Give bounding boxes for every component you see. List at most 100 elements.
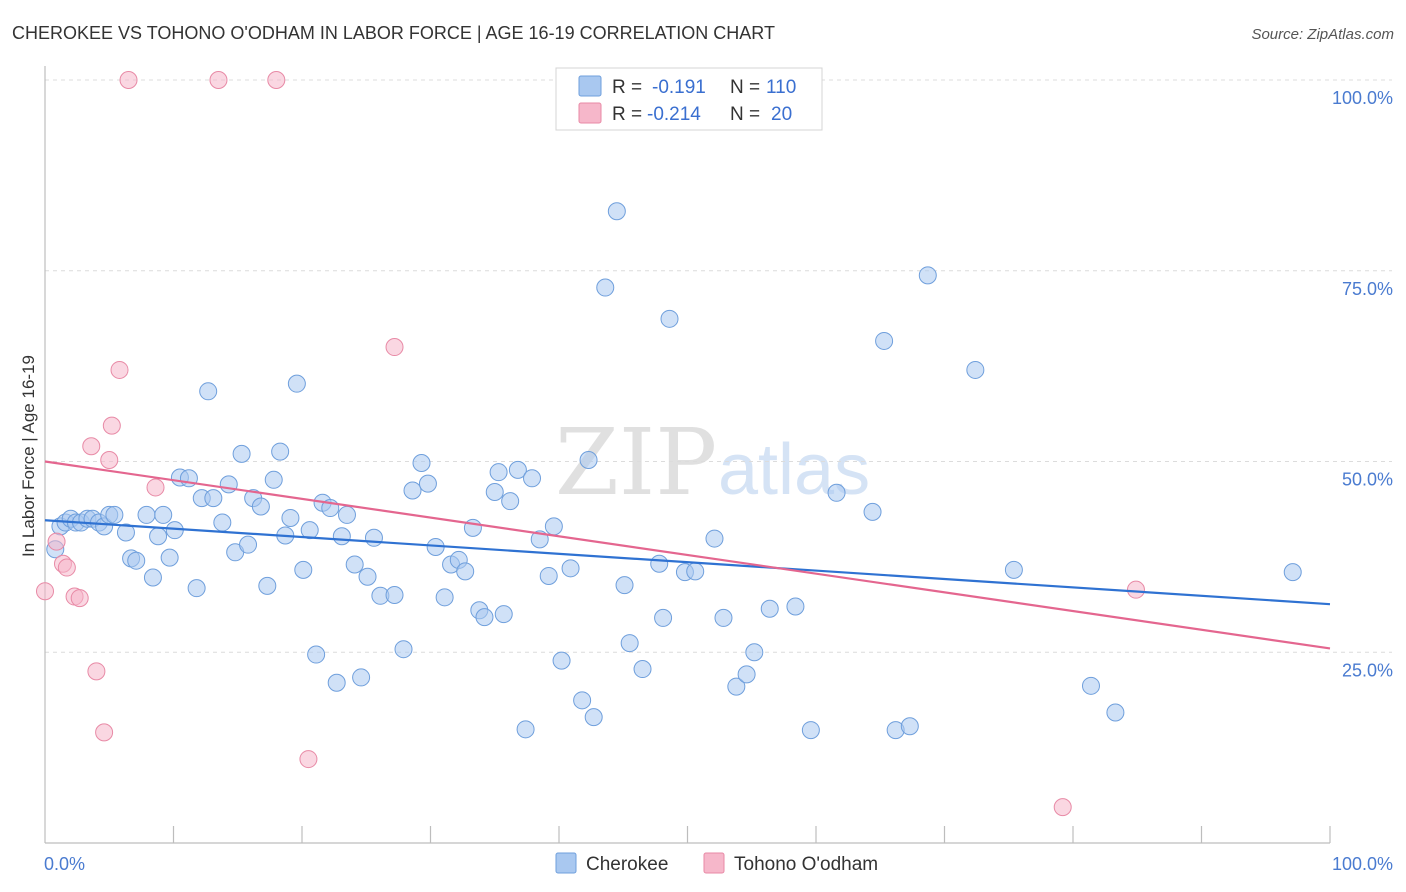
tohono-point-18 (1126, 580, 1145, 599)
cherokee-point-33 (251, 497, 270, 516)
watermark-atlas: atlas (718, 430, 870, 510)
cherokee-point-40 (294, 560, 313, 579)
cherokee-point-26 (204, 489, 223, 508)
y-tick-label-50: 50.0% (1342, 470, 1393, 490)
legend-bottom-label-tohono: Tohono O'odham (734, 854, 878, 875)
cherokee-point-49 (352, 668, 371, 687)
cherokee-point-48 (345, 555, 364, 574)
cherokee-point-53 (385, 586, 404, 605)
legend-n-value-2: 20 (771, 104, 792, 125)
legend-n-label-1: N = (730, 77, 760, 98)
gridlines (45, 79, 1392, 653)
watermark: ZIP atlas (555, 409, 870, 516)
cherokee-point-80 (584, 708, 603, 727)
cherokee-point-83 (615, 576, 634, 595)
cherokee-point-76 (552, 651, 571, 670)
x-tick-label-max: 100.0% (1332, 854, 1393, 874)
cherokee-point-39 (287, 374, 306, 393)
cherokee-point-59 (435, 588, 454, 607)
cherokee-point-36 (271, 442, 290, 461)
tohono-point-6 (82, 437, 101, 456)
cherokee-point-74 (539, 566, 558, 585)
cherokee-point-35 (264, 470, 283, 489)
cherokee-point-95 (745, 643, 764, 662)
tohono-point-14 (209, 71, 228, 89)
cherokee-point-107 (1081, 676, 1100, 695)
y-tick-labels: 25.0% 50.0% 75.0% 100.0% (1332, 88, 1393, 680)
cherokee-point-70 (508, 460, 527, 479)
tohono-point-19 (1053, 798, 1072, 817)
cherokee-point-38 (281, 508, 300, 527)
cherokee-point-109 (1283, 563, 1302, 582)
cherokee-point-16 (143, 568, 162, 587)
tohono-point-7 (87, 662, 106, 681)
cherokee-point-34 (258, 576, 277, 595)
cherokee-point-92 (714, 608, 733, 627)
x-tick-labels: 0.0% 100.0% (44, 854, 1393, 874)
cherokee-point-54 (394, 640, 413, 659)
cherokee-point-72 (523, 469, 542, 488)
cherokee-point-25 (199, 382, 218, 401)
y-tick-label-25: 25.0% (1342, 660, 1393, 680)
cherokee-point-57 (418, 474, 437, 493)
cherokee-point-11 (105, 505, 124, 524)
legend-r-value-2: -0.214 (647, 104, 701, 125)
cherokee-point-91 (705, 529, 724, 548)
chart-title: CHEROKEE VS TOHONO O'ODHAM IN LABOR FORC… (12, 23, 775, 43)
legend-bottom-swatch-cherokee (555, 852, 577, 874)
tohono-point-8 (95, 723, 114, 742)
cherokee-point-23 (187, 579, 206, 598)
tohono-point-5 (70, 589, 89, 608)
cherokee-point-77 (561, 559, 580, 578)
cherokee-point-101 (875, 331, 894, 350)
cherokee-point-18 (154, 505, 173, 524)
cherokee-point-51 (364, 528, 383, 547)
trend-lines (44, 460, 1331, 650)
cherokee-point-62 (456, 562, 475, 581)
cherokee-point-28 (219, 475, 238, 494)
tohono-point-10 (102, 416, 121, 435)
cherokee-point-47 (337, 505, 356, 524)
tohono-point-3 (57, 558, 76, 577)
cherokee-point-46 (332, 527, 351, 546)
cherokee-point-82 (607, 202, 626, 221)
tohono-point-17 (385, 338, 404, 357)
cherokee-point-106 (1004, 560, 1023, 579)
tohono-point-9 (100, 450, 119, 469)
legend-swatch-tohono (578, 102, 602, 124)
cherokee-point-56 (412, 454, 431, 473)
axes (44, 66, 1331, 844)
legend-series: Cherokee Tohono O'odham (555, 852, 878, 875)
tohono-point-12 (146, 478, 165, 497)
cherokee-point-69 (501, 492, 520, 511)
cherokee-point-17 (149, 527, 168, 546)
cherokee-point-103 (900, 717, 919, 736)
cherokee-point-85 (633, 660, 652, 679)
cherokee-point-12 (116, 523, 135, 542)
cherokee-point-30 (232, 444, 251, 463)
cherokee-point-55 (403, 481, 422, 500)
cherokee-point-19 (160, 548, 179, 567)
cherokee-point-100 (863, 502, 882, 521)
cherokee-point-78 (573, 691, 592, 710)
cherokee-point-81 (596, 278, 615, 297)
legend-bottom-label-cherokee: Cherokee (586, 854, 668, 875)
tohono-point-13 (119, 71, 138, 89)
series-tohono-oodham (36, 71, 1145, 817)
cherokee-point-96 (760, 599, 779, 618)
cherokee-point-67 (489, 463, 508, 482)
cherokee-point-97 (786, 597, 805, 616)
cherokee-point-14 (127, 551, 146, 570)
tohono-point-16 (299, 750, 318, 769)
cherokee-point-71 (516, 720, 535, 739)
cherokee-point-75 (544, 517, 563, 536)
y-tick-label-100: 100.0% (1332, 88, 1393, 108)
cherokee-point-88 (660, 309, 679, 328)
legend-bottom-swatch-tohono (703, 852, 725, 874)
cherokee-point-104 (918, 266, 937, 285)
cherokee-point-66 (485, 483, 504, 502)
cherokee-point-98 (801, 721, 820, 740)
cherokee-point-87 (654, 608, 673, 627)
legend-n-label-2: N = (730, 104, 760, 125)
